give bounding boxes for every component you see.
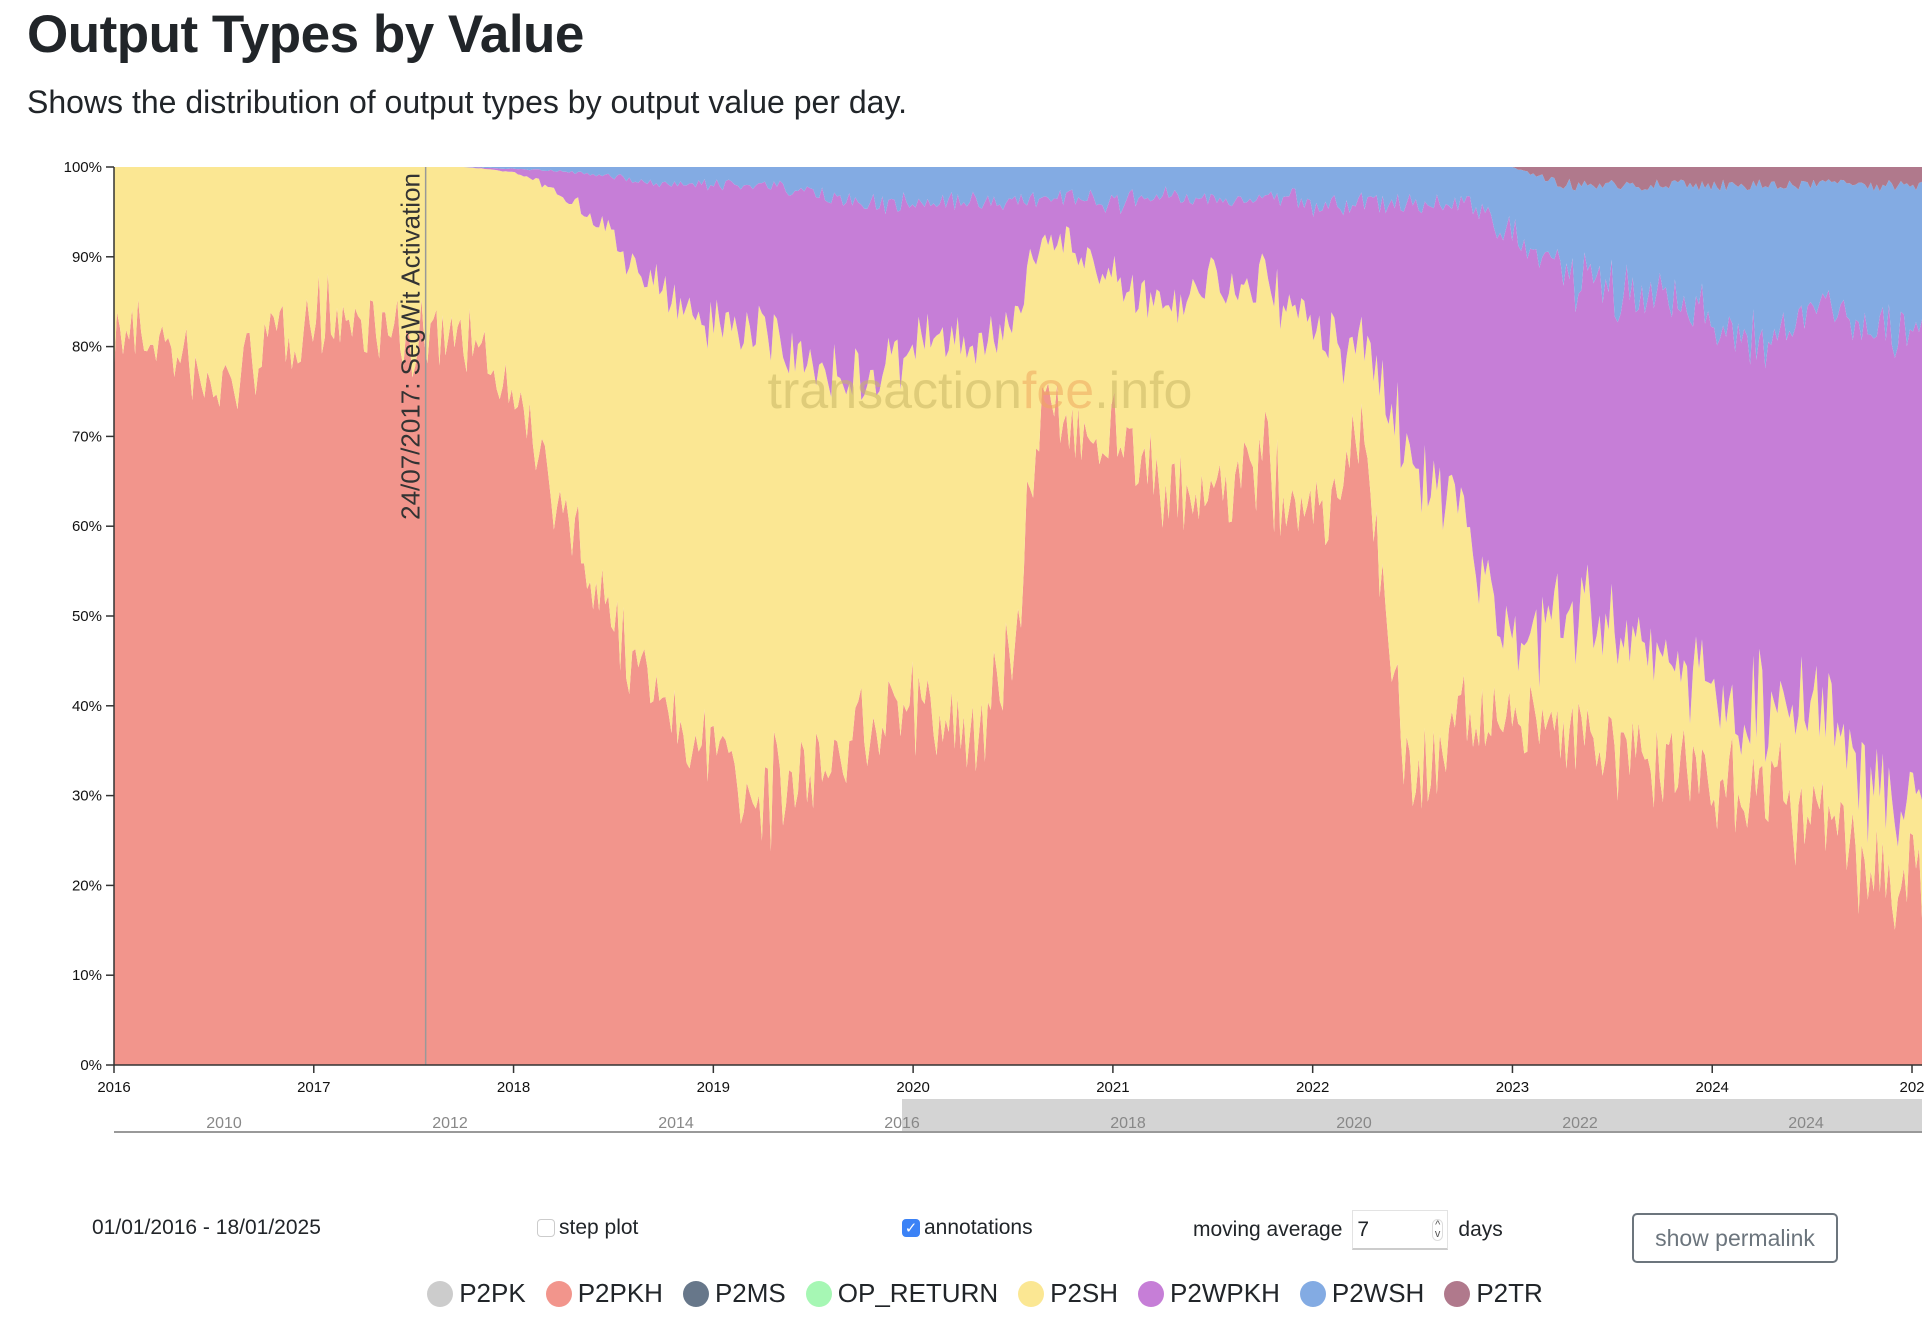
x-tick-label: 2019 — [697, 1079, 730, 1096]
legend-item-op-return[interactable]: OP_RETURN — [805, 1278, 999, 1309]
legend-label: P2TR — [1476, 1278, 1543, 1308]
svg-text:transactionfee.info: transactionfee.info — [768, 362, 1193, 420]
page-title: Output Types by Value — [27, 5, 584, 64]
area-p2sh — [114, 167, 1922, 930]
legend-label: P2PKH — [577, 1278, 663, 1308]
y-tick-label: 0% — [80, 1057, 102, 1074]
area-p2pkh — [114, 273, 1922, 1065]
context-tick-label: 2018 — [1110, 1115, 1146, 1132]
watermark-part3: .info — [1094, 362, 1192, 420]
show-permalink-button[interactable]: show permalink — [1632, 1213, 1838, 1263]
context-tick-label: 2020 — [1336, 1115, 1372, 1132]
legend-label: P2MS — [714, 1278, 786, 1308]
watermark: transactionfee.info — [768, 362, 1193, 420]
legend-item-p2wsh[interactable]: P2WSH — [1299, 1278, 1425, 1309]
y-tick-label: 10% — [72, 967, 102, 984]
legend-label: P2WSH — [1331, 1278, 1425, 1308]
y-tick-label: 70% — [72, 428, 102, 445]
legend-label: P2SH — [1050, 1278, 1119, 1308]
moving-average-control: moving average 7 ^ v days — [1193, 1210, 1503, 1250]
legend-dot-icon — [545, 1280, 572, 1307]
x-tick-label: 2024 — [1696, 1079, 1729, 1096]
moving-average-label: moving average — [1193, 1218, 1343, 1241]
context-tick-label: 2012 — [432, 1115, 468, 1132]
legend-dot-icon — [1138, 1280, 1165, 1307]
brush-selection — [902, 1099, 1922, 1132]
context-tick-label: 2022 — [1562, 1115, 1598, 1132]
x-tick-label: 2022 — [1296, 1079, 1329, 1096]
moving-average-input[interactable]: 7 ^ v — [1352, 1210, 1449, 1250]
date-range: 01/01/2016 - 18/01/2025 — [92, 1216, 321, 1240]
date-range-text: 01/01/2016 - 18/01/2025 — [92, 1216, 321, 1239]
legend-dot-icon — [427, 1280, 454, 1307]
chart-areas — [114, 167, 1922, 1065]
annotations-toggle[interactable]: ✓ annotations — [902, 1216, 1033, 1240]
legend-label: P2PK — [459, 1278, 526, 1308]
step-plot-toggle[interactable]: step plot — [537, 1216, 638, 1240]
legend-dot-icon — [1444, 1280, 1471, 1307]
y-tick-label: 90% — [72, 249, 102, 266]
annotation-layer: 24/07/2017: SegWit Activation — [396, 167, 427, 1065]
x-tick-label: 2017 — [297, 1079, 330, 1096]
annotations-label: annotations — [924, 1216, 1033, 1239]
controls-bar: 01/01/2016 - 18/01/2025 step plot ✓ anno… — [0, 1208, 1930, 1278]
chart-legend: P2PK P2PKH P2MS OP_RETURN P2SH P2WPKH P2WSH P2T… — [0, 1278, 1930, 1309]
stacked-area-chart[interactable]: transactionfee.info 24/07/2017: SegWit A… — [0, 150, 1930, 1150]
annotation-label: 24/07/2017: SegWit Activation — [396, 173, 426, 520]
legend-dot-icon — [682, 1280, 709, 1307]
annotations-checkbox[interactable]: ✓ — [902, 1219, 920, 1237]
area-p2wsh — [114, 167, 1922, 369]
y-tick-label: 30% — [72, 788, 102, 805]
moving-average-value: 7 — [1357, 1217, 1370, 1241]
stepper-up-icon[interactable]: ^ — [1435, 1218, 1441, 1231]
legend-dot-icon — [1018, 1280, 1045, 1307]
step-plot-label: step plot — [559, 1216, 639, 1239]
legend-item-p2pkh[interactable]: P2PKH — [545, 1278, 663, 1309]
y-tick-label: 50% — [72, 608, 102, 625]
step-plot-checkbox[interactable] — [537, 1219, 555, 1237]
area-p2wpkh — [114, 167, 1922, 847]
y-tick-label: 60% — [72, 518, 102, 535]
x-tick-label: 2018 — [497, 1079, 530, 1096]
days-label: days — [1458, 1218, 1503, 1241]
x-tick-label: 2016 — [97, 1079, 130, 1096]
x-tick-label: 2021 — [1096, 1079, 1129, 1096]
legend-dot-icon — [1299, 1280, 1326, 1307]
legend-dot-icon — [805, 1280, 832, 1307]
watermark-part1: transaction — [768, 362, 1022, 420]
legend-label: P2WPKH — [1170, 1278, 1280, 1308]
legend-item-p2tr[interactable]: P2TR — [1444, 1278, 1543, 1309]
x-tick-label: 202 — [1899, 1079, 1924, 1096]
legend-label: OP_RETURN — [837, 1278, 999, 1308]
area-p2tr — [114, 167, 1922, 192]
context-tick-label: 2016 — [884, 1115, 920, 1132]
x-tick-label: 2020 — [896, 1079, 929, 1096]
legend-item-p2ms[interactable]: P2MS — [682, 1278, 786, 1309]
y-axis: 0% 10% 20% 30% 40% 50% 60% 70% 80% 90% 100% — [64, 159, 115, 1074]
context-tick-label: 2024 — [1788, 1115, 1824, 1132]
y-tick-label: 80% — [72, 339, 102, 356]
watermark-part2: fee — [1022, 362, 1094, 420]
x-tick-label: 2023 — [1496, 1079, 1529, 1096]
legend-item-p2sh[interactable]: P2SH — [1018, 1278, 1118, 1309]
y-tick-label: 20% — [72, 877, 102, 894]
stepper-icon[interactable]: ^ v — [1431, 1218, 1444, 1241]
context-tick-label: 2010 — [206, 1115, 242, 1132]
context-brush-axis: 2010 2012 2014 2016 2018 2020 2022 2024 — [114, 1099, 1922, 1133]
y-tick-label: 40% — [72, 698, 102, 715]
x-axis: 2016 2017 2018 2019 2020 2021 2022 2023 2024 202 — [97, 1064, 1925, 1096]
stepper-down-icon[interactable]: v — [1434, 1227, 1441, 1240]
legend-item-p2pk[interactable]: P2PK — [427, 1278, 526, 1309]
legend-item-p2wpkh[interactable]: P2WPKH — [1138, 1278, 1280, 1309]
page-subtitle: Shows the distribution of output types b… — [27, 84, 907, 120]
y-tick-label: 100% — [64, 159, 102, 176]
context-tick-label: 2014 — [658, 1115, 694, 1132]
